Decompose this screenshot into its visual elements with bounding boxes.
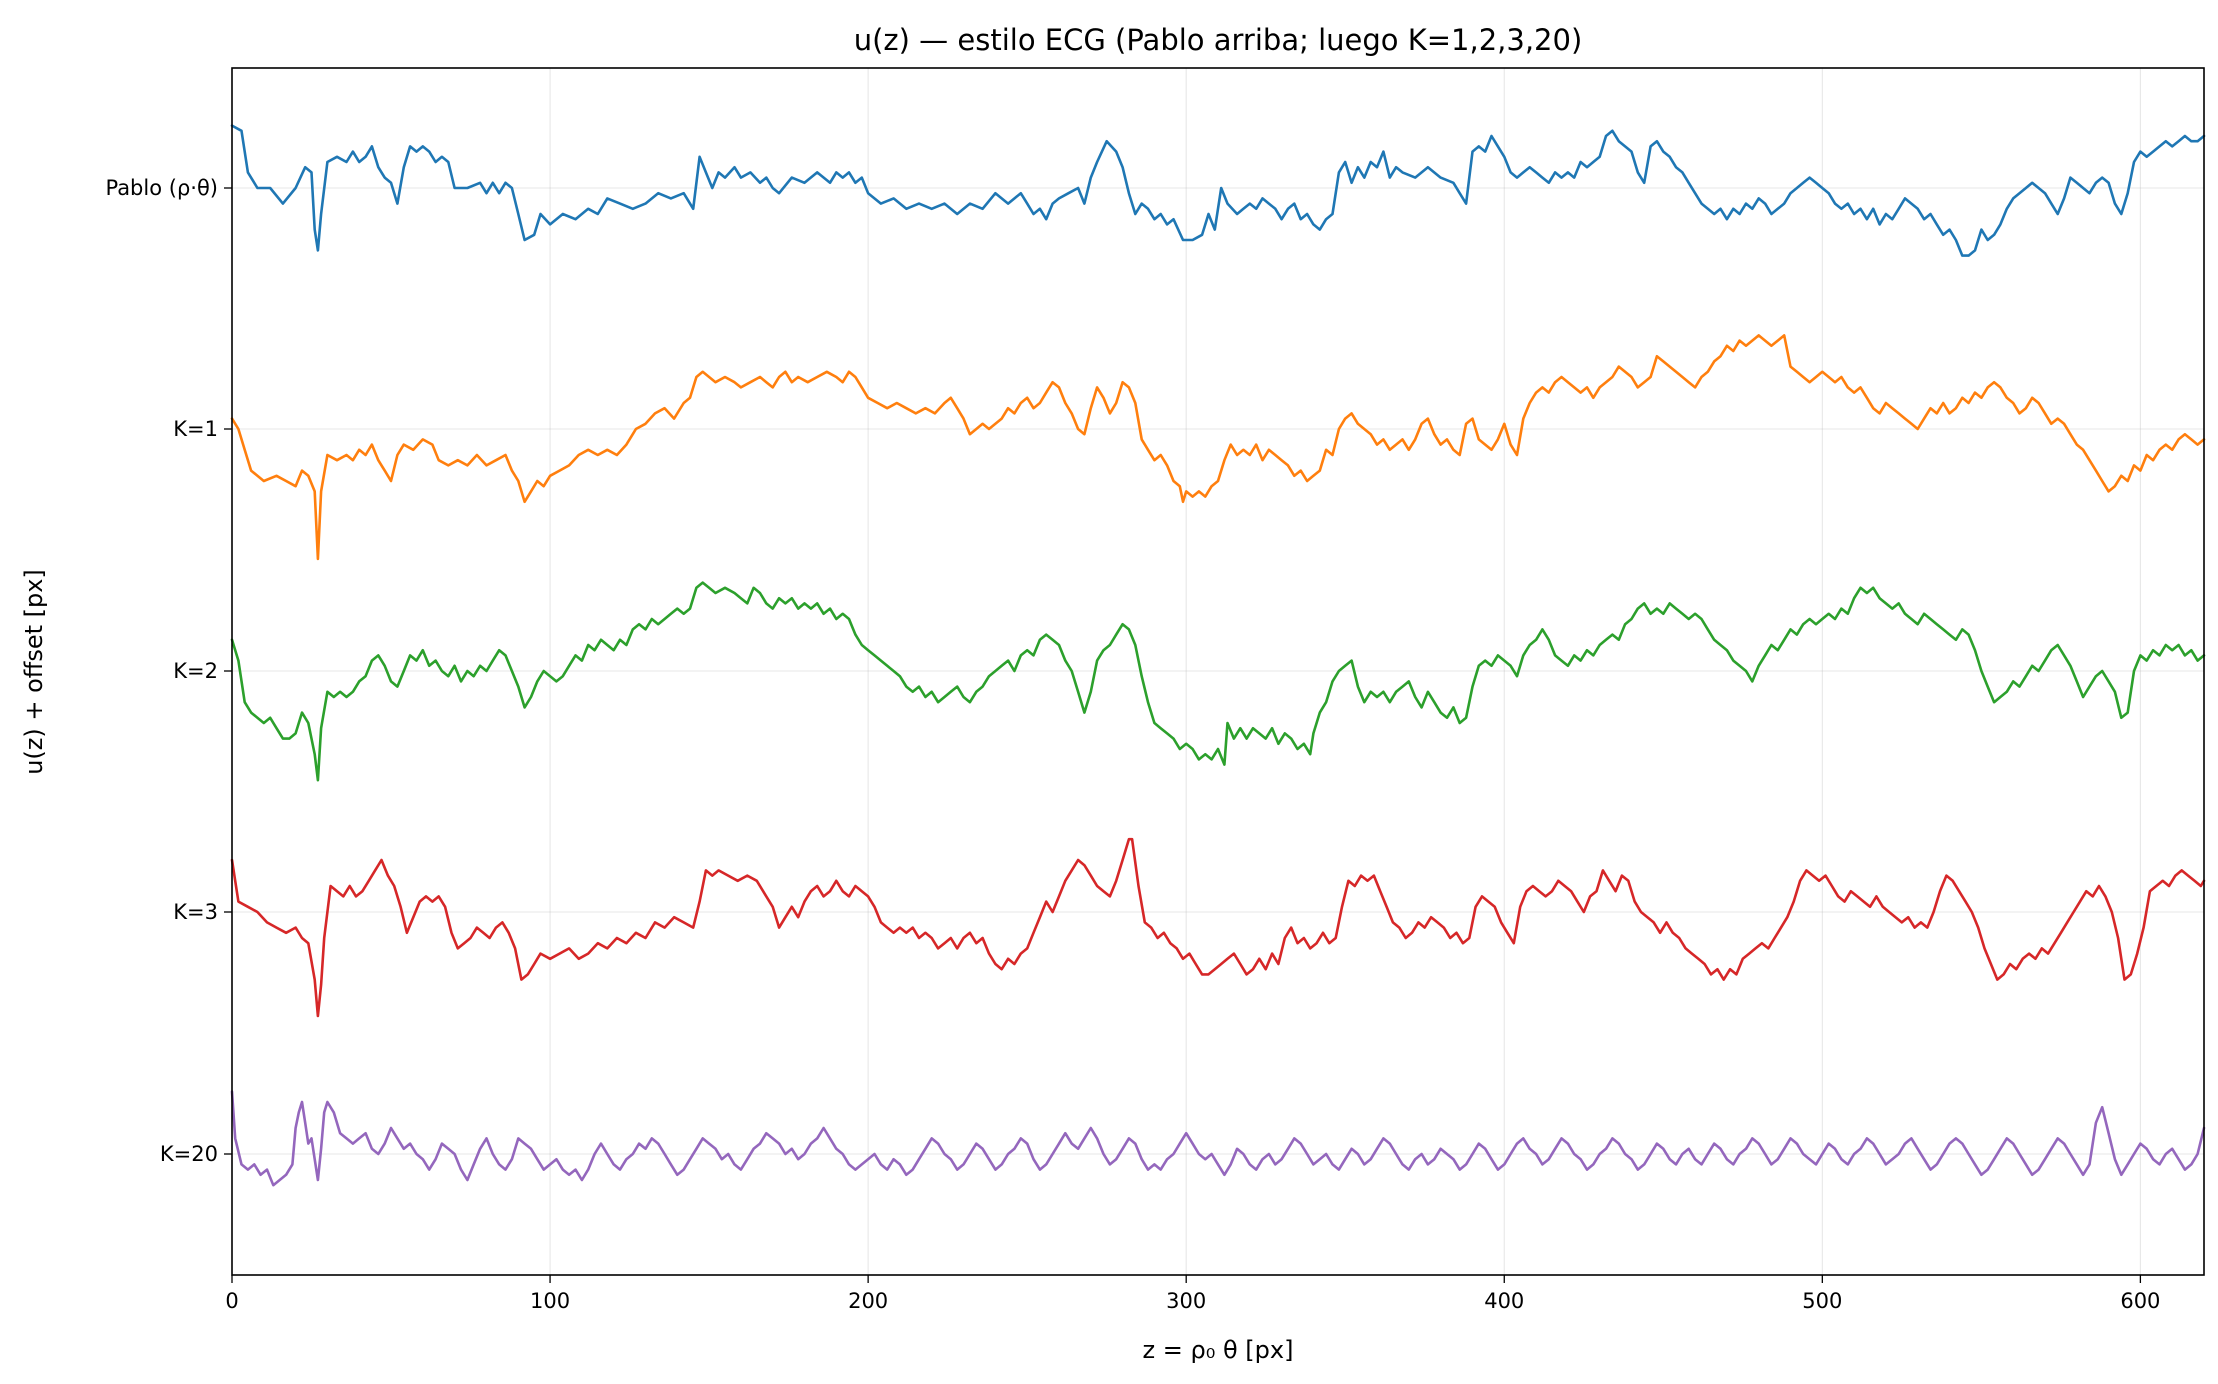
- y-tick-label: Pablo (ρ·θ): [105, 176, 218, 200]
- y-tick-label: K=1: [173, 417, 218, 441]
- x-tick-label: 400: [1484, 1289, 1524, 1313]
- series-line-k2: [230, 581, 2206, 782]
- series-group: [230, 124, 2206, 1187]
- x-tick-label: 0: [225, 1289, 238, 1313]
- series-line-k20: [230, 1090, 2206, 1187]
- x-tick-label: 100: [530, 1289, 570, 1313]
- chart-title: u(z) — estilo ECG (Pablo arriba; luego K…: [854, 23, 1583, 57]
- x-tick-label: 500: [1802, 1289, 1842, 1313]
- y-tick-label: K=20: [160, 1142, 218, 1166]
- x-tick-label: 600: [2120, 1289, 2160, 1313]
- x-tick-label: 200: [848, 1289, 888, 1313]
- y-tick-label: K=2: [173, 659, 218, 683]
- ticks: 0 100 200 300 400 500 600 Pablo (ρ·θ) K=1 K=2 K=3 K…: [105, 176, 2160, 1313]
- series-line-k3: [230, 837, 2206, 1018]
- grid: [231, 68, 2204, 1275]
- y-axis-title: u(z) + offset [px]: [20, 569, 48, 775]
- x-axis-title: z = ρ₀ θ [px]: [1143, 1336, 1294, 1364]
- x-tick-label: 300: [1166, 1289, 1206, 1313]
- series-line-k1: [230, 334, 2206, 561]
- y-tick-label: K=3: [173, 900, 218, 924]
- series-line-pablo: [230, 124, 2206, 257]
